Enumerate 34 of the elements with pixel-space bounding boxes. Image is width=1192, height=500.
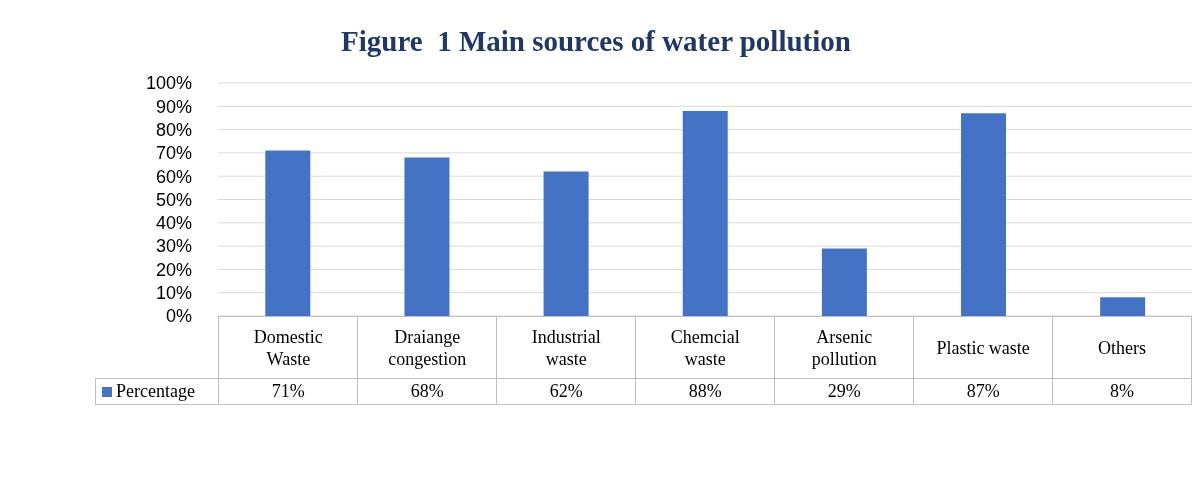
y-tick-label: 10% xyxy=(155,283,192,304)
bar xyxy=(961,113,1007,316)
bar xyxy=(1100,297,1146,316)
bar xyxy=(404,157,450,316)
data-label: 71% xyxy=(218,378,358,405)
x-tick-label: Others xyxy=(1052,316,1192,379)
data-label: 87% xyxy=(913,378,1053,405)
legend-label: Percentage xyxy=(95,378,219,405)
y-tick-label: 60% xyxy=(155,166,192,187)
x-tick-label: Arsenic pollution xyxy=(774,316,914,379)
chart-title: Figure 1 Main sources of water pollution xyxy=(340,25,852,58)
y-tick-label: 20% xyxy=(155,259,192,280)
y-tick-label: 80% xyxy=(155,119,192,140)
y-tick-label: 30% xyxy=(155,236,192,257)
x-tick-label: Industrial waste xyxy=(496,316,636,379)
bar xyxy=(265,150,311,316)
x-tick-label: Draiange congestion xyxy=(357,316,497,379)
y-tick-label: 0% xyxy=(165,306,192,327)
y-tick-label: 70% xyxy=(155,143,192,164)
data-label: 88% xyxy=(635,378,775,405)
bar xyxy=(821,248,867,316)
x-tick-label: Chemcial waste xyxy=(635,316,775,379)
x-tick-label: Plastic waste xyxy=(913,316,1053,379)
y-tick-label: 100% xyxy=(145,73,192,94)
y-tick-label: 50% xyxy=(155,189,192,210)
y-tick-label: 90% xyxy=(155,96,192,117)
bar xyxy=(543,171,589,316)
data-label: 62% xyxy=(496,378,636,405)
data-label: 29% xyxy=(774,378,914,405)
data-label: 68% xyxy=(357,378,497,405)
y-tick-label: 40% xyxy=(155,213,192,234)
bar xyxy=(682,110,728,316)
data-label: 8% xyxy=(1052,378,1192,405)
x-tick-label: Domestic Waste xyxy=(218,316,358,379)
